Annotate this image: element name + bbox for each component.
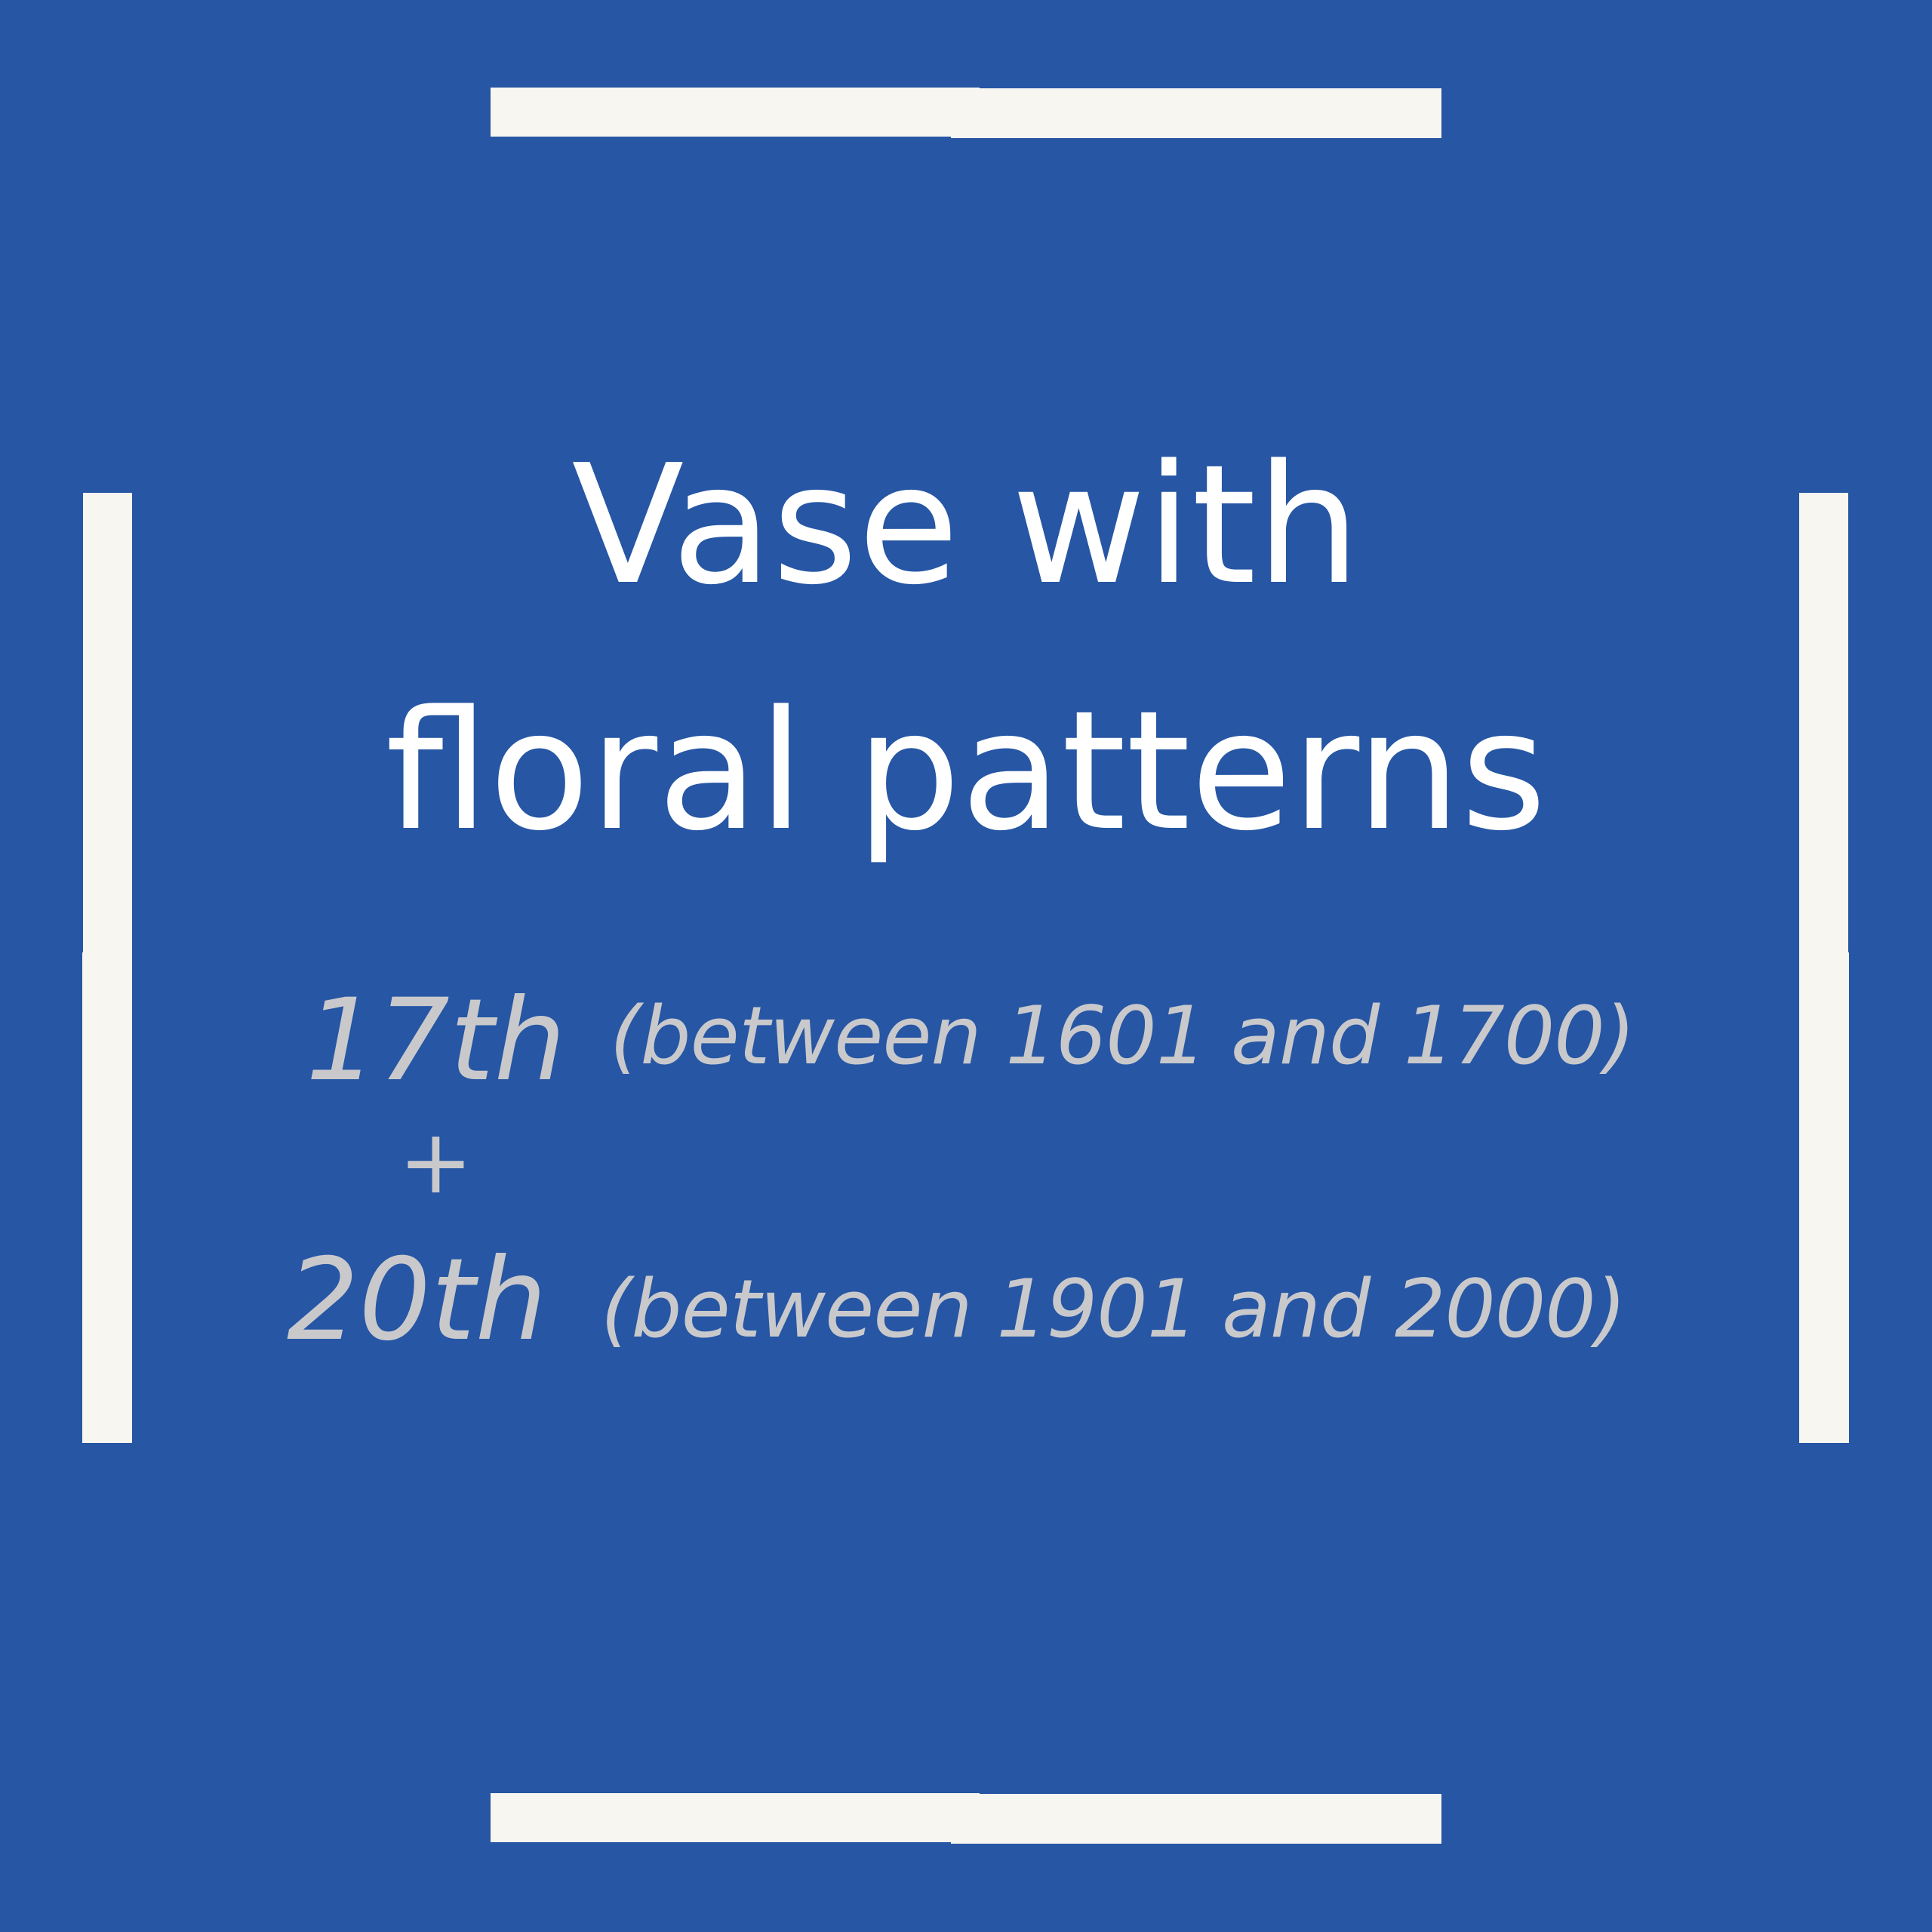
frame-right-bar: [1799, 493, 1848, 983]
century-20th: 20th: [287, 1235, 547, 1366]
title-line-2: floral patterns: [385, 676, 1547, 867]
century-17th: 17th: [306, 975, 566, 1106]
range-17th: (between 1601 and 1700): [610, 989, 1635, 1082]
frame-top-bar-segment: [951, 88, 1441, 138]
title-line-1: Vase with: [571, 430, 1361, 621]
frame-right-bar-segment: [1799, 952, 1849, 1443]
range-20th: (between 1901 and 2000): [601, 1263, 1626, 1355]
frame-left-bar-segment: [82, 952, 132, 1443]
frame-bottom-bar: [491, 1793, 980, 1842]
frame-bottom-bar-segment: [951, 1794, 1441, 1844]
frame-left-bar: [83, 493, 132, 983]
plus-sign: +: [398, 1109, 473, 1214]
frame-top-bar: [491, 88, 980, 137]
